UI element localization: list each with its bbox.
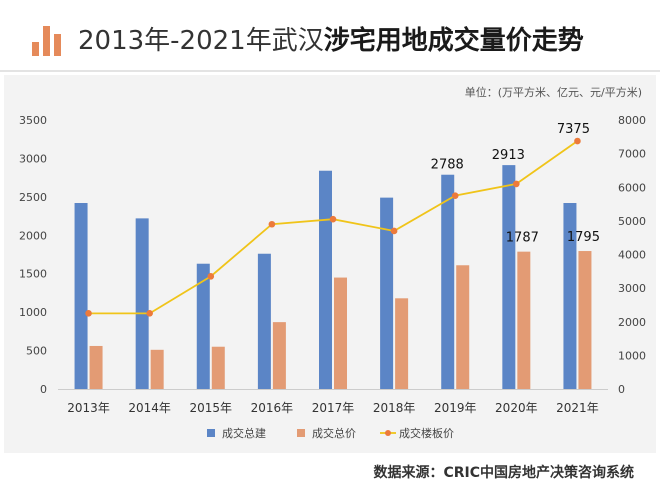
page-title: 2013年-2021年武汉涉宅用地成交量价走势	[78, 24, 584, 58]
bar-area-3	[257, 253, 271, 389]
x-tick-label: 2018年	[373, 401, 416, 415]
y-left-tick-label: 0	[40, 383, 47, 396]
y-left-tick-label: 500	[26, 345, 47, 358]
price-point-3	[268, 220, 276, 228]
data-label: 2913	[492, 148, 525, 163]
x-tick-label: 2016年	[251, 401, 294, 415]
bar-price-2	[211, 346, 225, 389]
y-right-tick-label: 2000	[618, 316, 646, 329]
data-label: 1787	[506, 231, 539, 246]
bar-price-0	[89, 345, 103, 389]
legend-label: 成交楼板价	[399, 426, 454, 440]
price-point-2	[207, 273, 215, 280]
y-left-tick-label: 2000	[19, 229, 47, 242]
bar-area-2	[196, 263, 210, 389]
y-left-tick-label: 1000	[19, 306, 47, 319]
bar-price-8	[578, 251, 592, 389]
bar-price-6	[456, 265, 470, 389]
y-right-tick-label: 5000	[618, 215, 646, 228]
bar-area-5	[380, 197, 394, 389]
bar-price-3	[272, 322, 286, 389]
price-point-4	[329, 215, 337, 223]
x-tick-label: 2019年	[434, 401, 477, 415]
x-tick-label: 2021年	[556, 401, 599, 415]
y-right-tick-label: 3000	[618, 282, 646, 295]
legend-label: 成交总建	[222, 426, 266, 440]
title-plain: 2013年-2021年武汉	[78, 26, 324, 56]
price-point-1	[146, 310, 153, 317]
bar-price-7	[517, 251, 531, 389]
x-tick-label: 2020年	[495, 401, 538, 415]
bar-area-8	[563, 203, 577, 389]
y-right-tick-label: 6000	[618, 181, 646, 194]
x-tick-label: 2014年	[128, 401, 171, 415]
y-right-tick-label: 4000	[618, 249, 646, 262]
x-tick-label: 2017年	[312, 401, 355, 415]
bar-price-1	[150, 349, 164, 389]
legend-swatch-1	[297, 429, 305, 437]
legend-swatch-0	[207, 429, 215, 437]
legend-swatch-marker	[385, 430, 391, 436]
bar-area-1	[135, 218, 149, 389]
title-bold: 涉宅用地成交量价走势	[323, 26, 584, 56]
price-point-7	[513, 180, 520, 188]
price-point-6	[451, 192, 459, 199]
y-left-tick-label: 1500	[19, 268, 47, 281]
header-divider	[0, 70, 660, 72]
price-point-8	[574, 137, 581, 145]
y-right-tick-label: 7000	[618, 148, 646, 161]
price-point-5	[390, 227, 398, 235]
header: 2013年-2021年武汉涉宅用地成交量价走势	[0, 0, 660, 66]
data-label: 7375	[557, 122, 590, 137]
y-left-tick-label: 3500	[19, 114, 47, 127]
unit-label: 单位：(万平方米、亿元、元/平方米)	[464, 86, 642, 99]
data-label: 2788	[431, 158, 464, 173]
y-right-tick-label: 1000	[618, 349, 646, 362]
y-right-tick-label: 0	[618, 383, 625, 396]
bar-area-0	[74, 203, 88, 389]
bar-area-4	[319, 170, 332, 389]
bar-area-6	[441, 174, 455, 389]
y-left-tick-label: 2500	[19, 191, 47, 204]
bar-price-4	[334, 277, 347, 389]
data-label: 1795	[567, 230, 600, 245]
y-right-tick-label: 8000	[618, 114, 646, 127]
bar-price-5	[395, 298, 409, 389]
bar-chart-logo-icon	[32, 26, 61, 56]
price-point-0	[85, 310, 92, 317]
x-tick-label: 2015年	[190, 401, 233, 415]
x-tick-label: 2013年	[67, 401, 110, 415]
y-left-tick-label: 3000	[19, 152, 47, 165]
source-label: 数据来源：CRIC中国房地产决策咨询系统	[373, 465, 634, 481]
bar-area-7	[502, 165, 516, 389]
legend-label: 成交总价	[312, 426, 356, 440]
